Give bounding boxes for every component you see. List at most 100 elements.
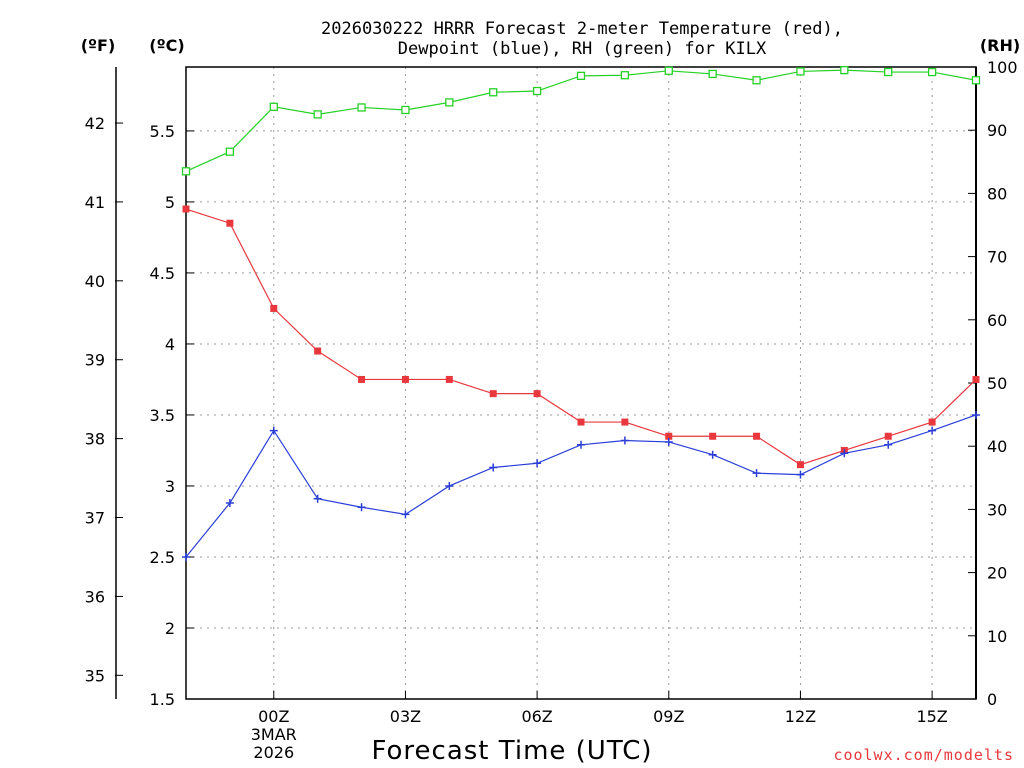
- chart-title-line-1: 2026030222 HRRR Forecast 2-meter Tempera…: [321, 19, 843, 39]
- temperature-point: [665, 432, 673, 440]
- fahrenheit-axis-label: (ºF): [81, 36, 116, 55]
- celsius-tick-label: 4: [165, 335, 175, 354]
- rh-point: [971, 76, 981, 85]
- rh-tick-label: 40: [987, 437, 1007, 456]
- data-series: [181, 66, 981, 561]
- celsius-tick-label: 4.5: [150, 264, 175, 283]
- rh-point: [752, 76, 761, 85]
- celsius-tick-label: 5: [165, 193, 175, 212]
- dewpoint-point: [269, 426, 278, 435]
- temperature-point: [796, 461, 804, 469]
- rh-point: [401, 105, 410, 115]
- rh-point: [445, 98, 454, 107]
- rh-point: [181, 167, 191, 176]
- temperature-point: [314, 347, 322, 355]
- rh-point: [620, 71, 630, 80]
- x-tick-label: 12Z: [785, 707, 816, 726]
- x-tick-label: 2026: [253, 743, 294, 762]
- rh-point: [269, 102, 278, 111]
- rh-tick-label: 90: [987, 121, 1007, 140]
- dewpoint-point: [313, 494, 322, 503]
- temperature-point: [972, 375, 980, 383]
- x-tick-label: 03Z: [390, 707, 421, 726]
- fahrenheit-tick-label: 37: [85, 509, 105, 528]
- temperature-point: [753, 432, 761, 440]
- rh-point: [489, 88, 498, 97]
- dewpoint-point: [708, 450, 717, 459]
- dewpoint-line: [185, 414, 977, 558]
- rh-point: [796, 67, 805, 76]
- rh-axis-label: (RH): [980, 36, 1020, 55]
- temperature-point: [577, 418, 585, 426]
- rh-tick-label: 100: [987, 58, 1018, 77]
- celsius-tick-label: 5.5: [150, 122, 175, 141]
- rh-point: [664, 66, 673, 75]
- dewpoint-point: [489, 463, 498, 472]
- x-tick-label: 00Z: [258, 707, 289, 726]
- dewpoint-point: [401, 510, 410, 519]
- rh-tick-label: 0: [987, 690, 997, 709]
- rh-tick-label: 50: [987, 374, 1007, 393]
- plot-frame: [185, 66, 977, 700]
- x-axis-title: Forecast Time (UTC): [371, 736, 652, 766]
- temperature-line: [185, 208, 977, 466]
- chart-title: 2026030222 HRRR Forecast 2-meter Tempera…: [321, 19, 843, 59]
- dewpoint-point: [577, 440, 585, 449]
- fahrenheit-tick-label: 41: [85, 193, 105, 212]
- rh-tick-label: 20: [987, 564, 1007, 583]
- dewpoint-point: [884, 440, 893, 449]
- dewpoint-point: [533, 459, 542, 468]
- rh-tick-label: 30: [987, 500, 1007, 519]
- rh-point: [884, 67, 893, 77]
- temperature-point: [533, 390, 541, 398]
- rh-point: [313, 110, 322, 119]
- rh-tick-label: 60: [987, 311, 1007, 330]
- rh-tick-label: 70: [987, 248, 1007, 267]
- temperature-point: [226, 219, 234, 227]
- rh-tick-label: 80: [987, 184, 1007, 203]
- temperature-point: [270, 304, 278, 312]
- celsius-tick-label: 3: [165, 477, 175, 496]
- rh-point: [357, 103, 366, 112]
- dewpoint-point: [752, 469, 761, 478]
- dewpoint-point: [445, 481, 454, 490]
- celsius-tick-label: 2.5: [150, 548, 175, 567]
- dewpoint-point: [225, 499, 234, 508]
- temperature-point: [401, 375, 409, 383]
- x-tick-label: 06Z: [521, 707, 552, 726]
- celsius-tick-label: 3.5: [150, 406, 175, 425]
- fahrenheit-tick-label: 36: [85, 587, 105, 606]
- rh-line: [185, 69, 977, 172]
- dewpoint-point: [620, 436, 629, 445]
- temperature-point: [489, 390, 497, 398]
- celsius-tick-label: 1.5: [150, 690, 175, 709]
- fahrenheit-tick-label: 39: [85, 351, 105, 370]
- dewpoint-point: [357, 503, 366, 512]
- fahrenheit-tick-label: 42: [85, 114, 105, 133]
- temperature-point: [884, 432, 892, 440]
- temperature-point: [445, 375, 453, 383]
- fahrenheit-tick-label: 38: [85, 430, 105, 449]
- temperature-point: [182, 205, 190, 213]
- source-credit: coolwx.com/modelts: [833, 746, 1014, 764]
- dewpoint-point: [840, 449, 849, 458]
- celsius-axis-label: (ºC): [149, 36, 184, 55]
- x-tick-label: 15Z: [916, 707, 947, 726]
- rh-point: [225, 147, 235, 156]
- rh-point: [532, 86, 542, 96]
- gridlines: [186, 67, 976, 699]
- temperature-point: [709, 432, 717, 440]
- rh-point: [840, 66, 849, 75]
- dewpoint-point: [928, 426, 937, 435]
- fahrenheit-tick-label: 35: [85, 666, 105, 685]
- rh-tick-label: 10: [987, 627, 1007, 646]
- temperature-point: [358, 375, 366, 383]
- temperature-point: [928, 418, 936, 426]
- rh-point: [927, 67, 937, 77]
- dewpoint-point: [972, 410, 980, 419]
- rh-point: [576, 71, 586, 80]
- rh-point: [708, 69, 717, 79]
- temperature-point: [621, 418, 629, 426]
- x-tick-label: 09Z: [653, 707, 684, 726]
